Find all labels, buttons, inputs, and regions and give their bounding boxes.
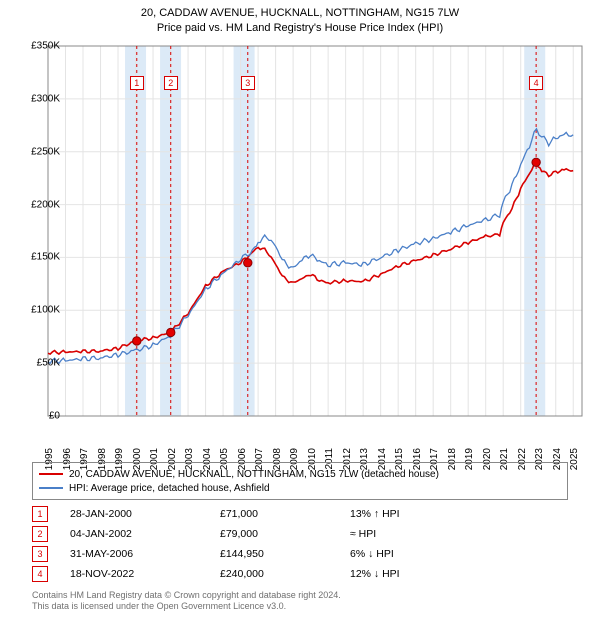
- chart-marker-label: 3: [241, 76, 255, 90]
- transaction-price: £71,000: [220, 508, 350, 520]
- chart-area: [48, 46, 582, 416]
- transaction-delta: 12% ↓ HPI: [350, 568, 490, 580]
- transaction-date: 04-JAN-2002: [70, 528, 220, 540]
- transaction-delta: 13% ↑ HPI: [350, 508, 490, 520]
- table-row: 2 04-JAN-2002£79,000≈ HPI: [32, 524, 568, 544]
- footer: Contains HM Land Registry data © Crown c…: [32, 590, 341, 613]
- legend-item-property: 20, CADDAW AVENUE, HUCKNALL, NOTTINGHAM,…: [39, 467, 561, 481]
- transaction-price: £79,000: [220, 528, 350, 540]
- chart-marker-label: 4: [529, 76, 543, 90]
- legend: 20, CADDAW AVENUE, HUCKNALL, NOTTINGHAM,…: [32, 462, 568, 500]
- y-tick-label: £100K: [18, 305, 60, 316]
- transaction-date: 31-MAY-2006: [70, 548, 220, 560]
- chart-marker-label: 2: [164, 76, 178, 90]
- legend-swatch: [39, 487, 63, 489]
- y-tick-label: £200K: [18, 199, 60, 210]
- footer-line: Contains HM Land Registry data © Crown c…: [32, 590, 341, 601]
- transaction-date: 18-NOV-2022: [70, 568, 220, 580]
- transaction-marker: 2: [32, 526, 48, 542]
- transaction-delta: ≈ HPI: [350, 528, 490, 540]
- transaction-price: £240,000: [220, 568, 350, 580]
- transaction-date: 28-JAN-2000: [70, 508, 220, 520]
- title-address: 20, CADDAW AVENUE, HUCKNALL, NOTTINGHAM,…: [0, 6, 600, 21]
- legend-label: HPI: Average price, detached house, Ashf…: [69, 483, 270, 494]
- transaction-marker: 4: [32, 566, 48, 582]
- transaction-marker: 3: [32, 546, 48, 562]
- x-tick-label: 2025: [569, 448, 580, 470]
- legend-item-hpi: HPI: Average price, detached house, Ashf…: [39, 481, 561, 495]
- y-tick-label: £350K: [18, 41, 60, 52]
- transaction-marker: 1: [32, 506, 48, 522]
- footer-line: This data is licensed under the Open Gov…: [32, 601, 341, 612]
- table-row: 4 18-NOV-2022£240,00012% ↓ HPI: [32, 564, 568, 584]
- y-tick-label: £250K: [18, 146, 60, 157]
- y-tick-label: £300K: [18, 93, 60, 104]
- transaction-table: 1 28-JAN-2000£71,00013% ↑ HPI 2 04-JAN-2002…: [32, 504, 568, 584]
- table-row: 1 28-JAN-2000£71,00013% ↑ HPI: [32, 504, 568, 524]
- page-root: 20, CADDAW AVENUE, HUCKNALL, NOTTINGHAM,…: [0, 0, 600, 620]
- transaction-price: £144,950: [220, 548, 350, 560]
- table-row: 3 31-MAY-2006£144,9506% ↓ HPI: [32, 544, 568, 564]
- transaction-delta: 6% ↓ HPI: [350, 548, 490, 560]
- y-tick-label: £150K: [18, 252, 60, 263]
- line-chart: [48, 46, 582, 416]
- title-subtitle: Price paid vs. HM Land Registry's House …: [0, 21, 600, 36]
- y-tick-label: £0: [18, 411, 60, 422]
- y-tick-label: £50K: [18, 358, 60, 369]
- chart-title: 20, CADDAW AVENUE, HUCKNALL, NOTTINGHAM,…: [0, 0, 600, 36]
- chart-marker-label: 1: [130, 76, 144, 90]
- legend-swatch: [39, 473, 63, 475]
- legend-label: 20, CADDAW AVENUE, HUCKNALL, NOTTINGHAM,…: [69, 469, 439, 480]
